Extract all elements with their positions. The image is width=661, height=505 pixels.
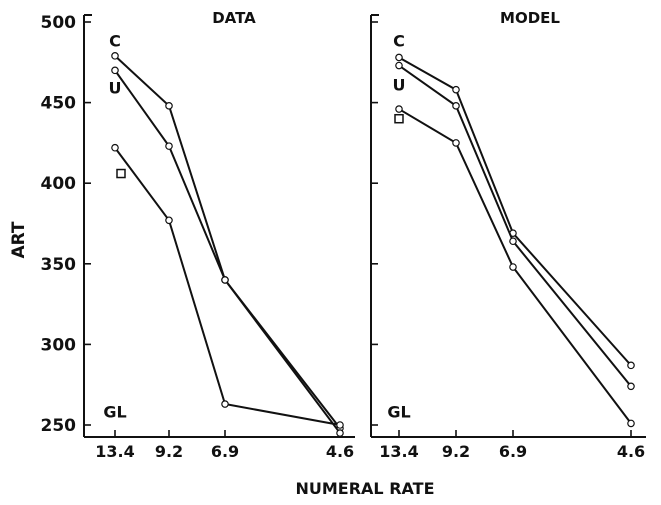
- panel-2-series-2-point: [627, 382, 635, 391]
- x-tick-label: 4.6: [326, 442, 354, 461]
- x-axis-label: NUMERAL RATE: [295, 479, 434, 498]
- annotation-label: U: [393, 75, 406, 94]
- panel-1-series-2-point: [221, 276, 229, 284]
- panel-2-series-3-point: [627, 419, 635, 428]
- annotation-label: C: [393, 32, 405, 51]
- panel-2-square-marker: [394, 113, 404, 124]
- x-tick-label: 4.6: [617, 442, 645, 461]
- x-tick-label: 13.4: [379, 442, 418, 461]
- panel-1-series-1-line: [114, 55, 341, 429]
- panel-title: MODEL: [500, 9, 560, 27]
- panel-2-series-1-point: [395, 53, 403, 62]
- panel-1-series-2-point: [111, 66, 119, 75]
- x-tick-label: 6.9: [211, 442, 239, 461]
- panel-1-series-3-point: [165, 216, 173, 225]
- panel-2-series-3-point: [452, 139, 460, 147]
- x-tick-label: 9.2: [155, 442, 183, 461]
- x-tick-label: 9.2: [442, 442, 470, 461]
- panel-2-series-2-point: [395, 61, 403, 70]
- annotation-label: GL: [103, 402, 126, 421]
- panel-2-series-3-point: [395, 105, 403, 113]
- annotation-label: GL: [387, 402, 410, 421]
- panel-1-series-1-point: [165, 102, 173, 110]
- y-axis-label: ART: [9, 221, 29, 258]
- panel-2-series-1-line: [398, 56, 632, 367]
- panel-1-series-3-point: [221, 400, 229, 408]
- panel-2-series-1-point: [627, 361, 635, 370]
- panel-title: DATA: [212, 9, 256, 27]
- y-tick-label: 300: [41, 335, 77, 355]
- y-tick-label: 350: [41, 255, 77, 275]
- panel-2-series-2-point: [509, 237, 517, 246]
- annotation-label: U: [109, 78, 122, 97]
- y-tick-label: 450: [41, 94, 77, 114]
- y-tick-label: 400: [41, 174, 77, 194]
- panel-1-series-3-point: [336, 421, 344, 429]
- panel-1-series-2-point: [336, 429, 344, 437]
- annotation-label: C: [109, 32, 121, 51]
- panel-1-square-marker: [116, 168, 126, 179]
- panel-1-series-3-point: [111, 143, 119, 152]
- x-tick-label: 6.9: [499, 442, 527, 461]
- panel-1-series-1-point: [111, 52, 119, 60]
- x-tick-label: 13.4: [95, 442, 134, 461]
- panel-1-series-2-point: [165, 142, 173, 150]
- panel-2-series-2-point: [452, 102, 460, 110]
- panel-2-series-2-line: [398, 64, 632, 387]
- panel-1-series-3-line: [114, 147, 341, 426]
- panel-1-series-2-line: [114, 69, 341, 434]
- y-tick-label: 250: [41, 416, 77, 436]
- panel-2-series-1-point: [452, 85, 460, 94]
- panel-2-series-3-line: [398, 108, 632, 424]
- panel-2-series-3-point: [509, 263, 517, 271]
- y-tick-label: 500: [41, 13, 77, 33]
